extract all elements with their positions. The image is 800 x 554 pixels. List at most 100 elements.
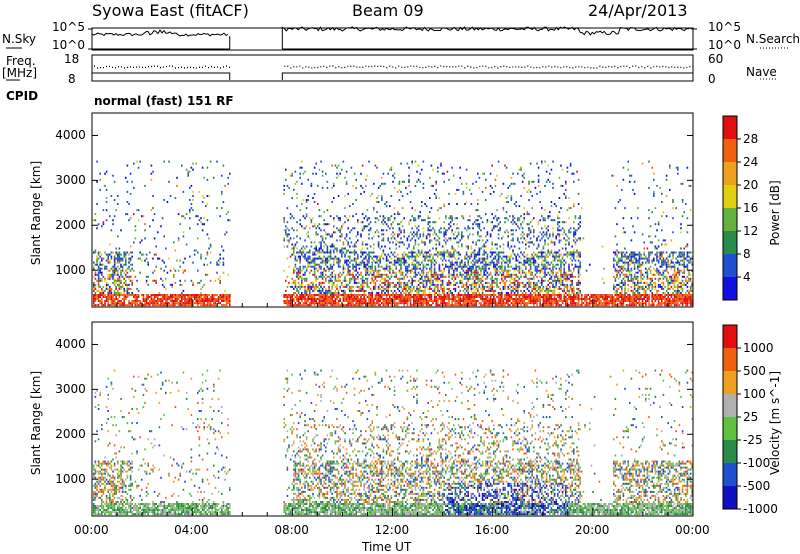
power-cell — [427, 223, 429, 226]
power-cell — [366, 279, 369, 282]
power-cell — [390, 275, 393, 278]
power-cell — [99, 263, 101, 266]
power-cell — [526, 233, 529, 236]
power-cell — [417, 263, 420, 266]
power-cell — [427, 227, 429, 230]
power-cell — [465, 257, 468, 260]
power-cell — [200, 257, 202, 260]
power-cell — [381, 285, 383, 288]
power-cell — [499, 281, 501, 284]
power-cell — [197, 237, 199, 240]
power-cell — [481, 245, 484, 248]
power-cell — [373, 255, 375, 258]
power-cell — [553, 275, 556, 278]
power-cell — [473, 251, 476, 254]
power-cell — [181, 296, 183, 298]
power-cell — [345, 182, 348, 185]
power-cell — [520, 233, 522, 236]
power-cell — [496, 296, 498, 298]
power-cell — [160, 294, 162, 296]
power-cell — [403, 259, 405, 262]
power-cell — [446, 170, 449, 173]
power-cell — [435, 302, 437, 305]
power-cell — [296, 221, 298, 224]
power-cell — [526, 211, 529, 214]
power-cell — [440, 269, 442, 272]
power-cell — [134, 237, 137, 240]
power-cell — [389, 227, 391, 230]
power-cell — [537, 300, 540, 302]
power-cell — [110, 298, 113, 300]
power-cell — [512, 302, 514, 305]
power-cell — [329, 267, 332, 270]
power-cell — [309, 261, 311, 264]
power-cell — [448, 217, 450, 220]
power-cell — [318, 294, 321, 296]
power-cell — [497, 237, 500, 240]
power-cell — [461, 237, 463, 240]
power-cell — [478, 283, 481, 286]
power-cell — [441, 263, 444, 266]
power-cell — [477, 172, 479, 175]
power-cell — [485, 265, 487, 268]
power-cell — [169, 195, 172, 197]
power-cell — [171, 302, 173, 305]
power-cell — [531, 257, 533, 260]
power-cell — [165, 302, 167, 305]
power-cell — [309, 304, 311, 307]
power-cell — [350, 277, 353, 280]
power-cell — [565, 243, 567, 246]
power-cell — [451, 253, 453, 256]
power-cell — [523, 186, 525, 189]
power-cell — [523, 259, 525, 262]
power-cell — [521, 271, 524, 274]
power-cell — [371, 273, 373, 276]
power-cell — [486, 300, 489, 302]
power-cell — [131, 300, 133, 302]
power-cell — [222, 298, 225, 300]
power-cell — [189, 227, 191, 230]
power-cell — [504, 231, 506, 234]
power-cell — [417, 217, 420, 220]
power-cell — [408, 245, 410, 248]
power-cell — [190, 203, 193, 205]
power-cell — [467, 263, 469, 266]
power-cell — [557, 263, 559, 266]
power-cell — [291, 281, 293, 284]
power-cell — [489, 263, 492, 266]
power-cell — [344, 267, 346, 270]
power-cell — [387, 289, 389, 292]
power-cell — [320, 271, 322, 274]
power-cell — [566, 275, 569, 278]
power-cell — [198, 298, 201, 300]
power-cell — [337, 164, 340, 167]
power-cell — [417, 267, 420, 270]
freq-panel-frame — [91, 54, 694, 82]
power-cell — [382, 229, 385, 232]
power-cell — [456, 302, 458, 305]
power-cell — [313, 225, 316, 228]
power-cell — [472, 223, 474, 226]
power-cell — [430, 275, 433, 278]
power-cell — [400, 229, 402, 232]
power-cell — [561, 302, 564, 305]
power-cell — [429, 287, 431, 290]
power-cell — [96, 255, 98, 258]
power-cell — [312, 251, 314, 254]
power-cell — [531, 300, 533, 302]
power-cell — [565, 221, 567, 224]
power-cell — [336, 259, 338, 262]
power-cell — [283, 221, 285, 224]
power-cell — [552, 302, 554, 305]
power-cell — [221, 294, 223, 296]
power-cell — [563, 277, 565, 280]
power-cell — [315, 257, 317, 260]
power-cell — [451, 277, 453, 280]
power-cell — [97, 271, 100, 274]
power-cell — [459, 279, 461, 282]
power-cell — [408, 298, 410, 300]
power-cell — [464, 277, 466, 280]
power-cell — [192, 168, 194, 171]
power-cell — [310, 184, 313, 187]
power-cell — [344, 207, 346, 210]
